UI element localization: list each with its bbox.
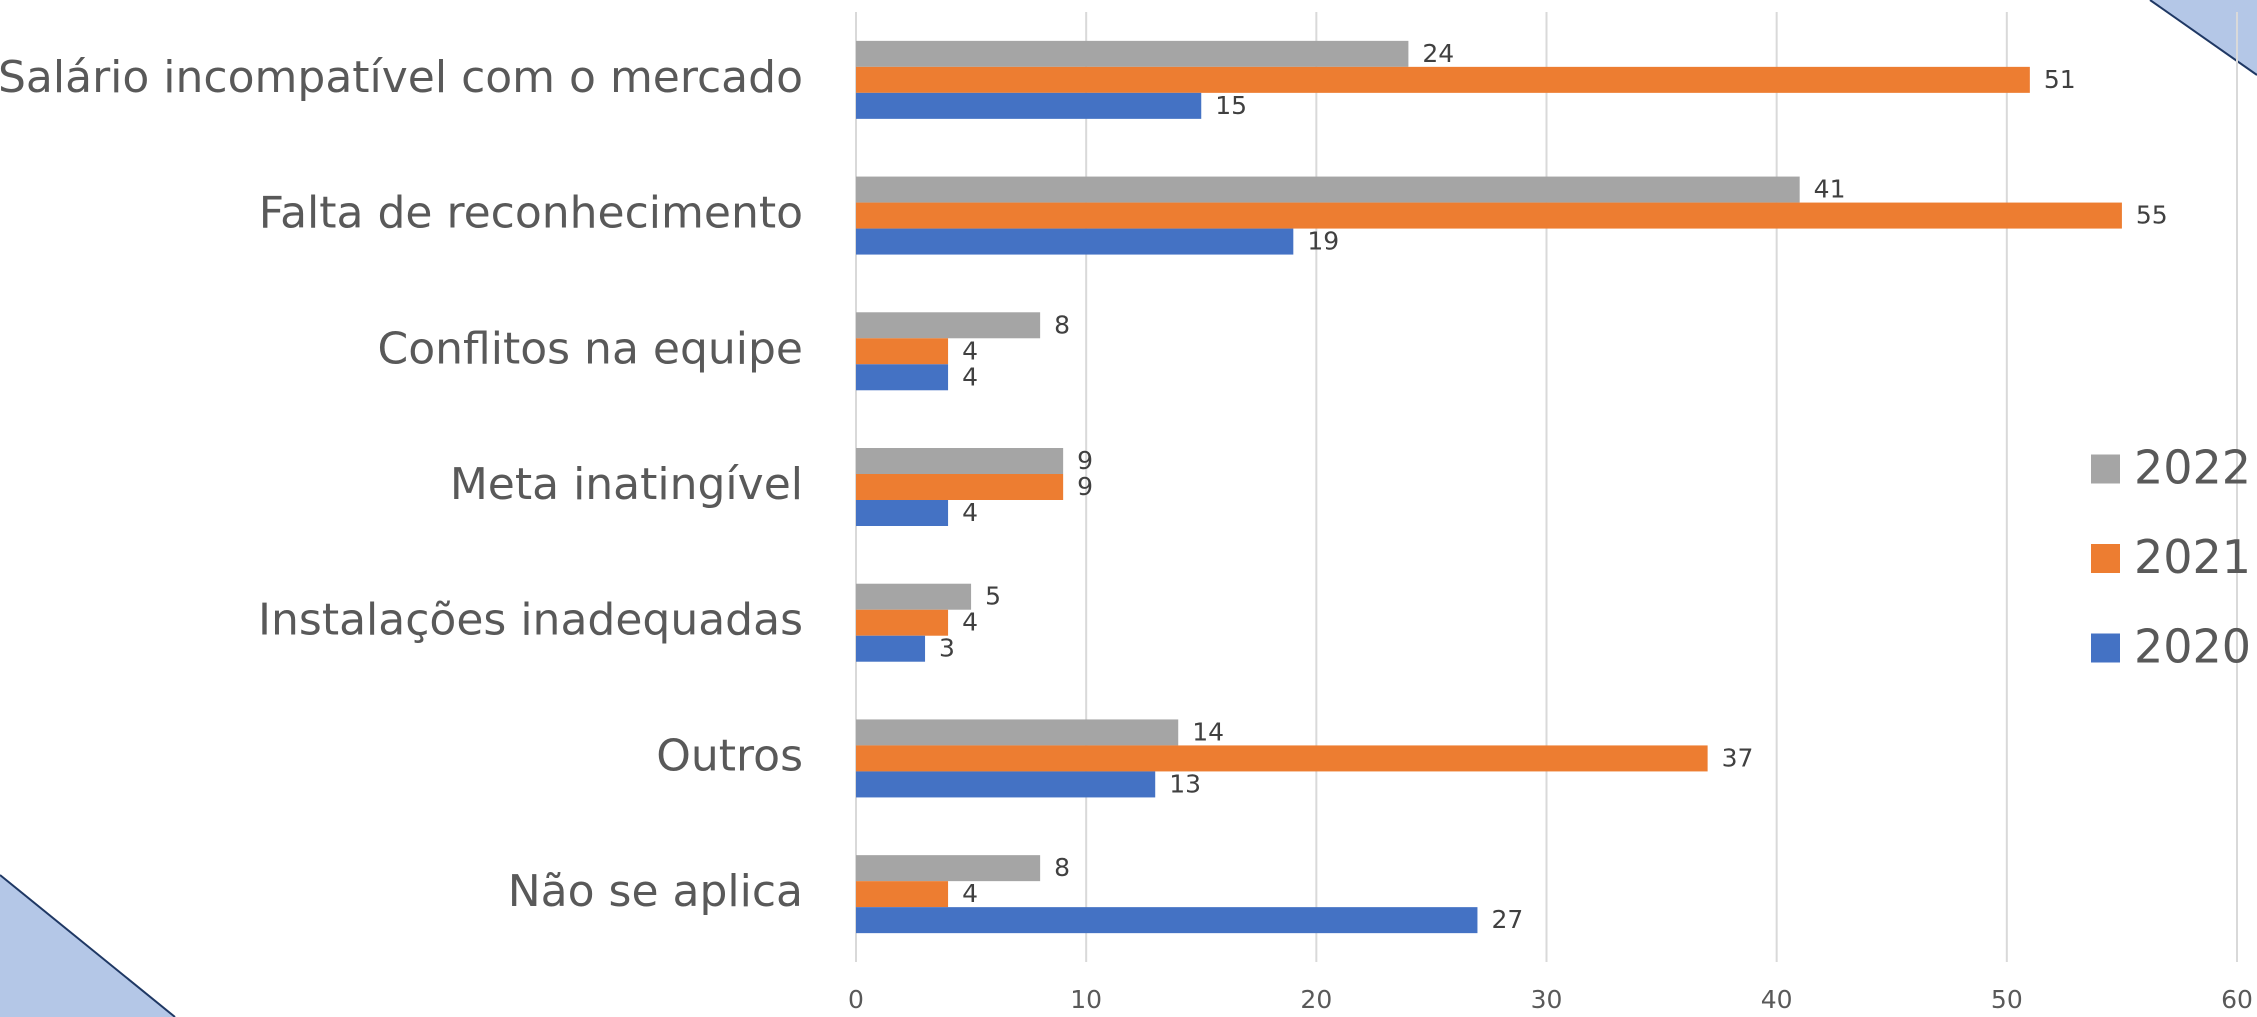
- x-tick-label: 0: [848, 985, 864, 1014]
- x-tick-label: 60: [2221, 985, 2253, 1014]
- bar: [856, 338, 949, 365]
- data-label: 14: [1192, 717, 1224, 746]
- category-label: Instalações inadequadas: [258, 595, 803, 646]
- bar: [856, 448, 1064, 474]
- bar: [856, 719, 1179, 746]
- x-tick-label: 10: [1070, 985, 1102, 1014]
- category-label: Não se aplica: [508, 866, 803, 917]
- data-label: 9: [1077, 472, 1093, 501]
- x-tick-label: 20: [1300, 985, 1332, 1014]
- data-label: 41: [1814, 175, 1846, 204]
- legend-label: 2021: [2134, 530, 2251, 584]
- category-label: Outros: [656, 730, 803, 781]
- data-label: 24: [1422, 39, 1454, 68]
- data-label: 4: [962, 362, 978, 391]
- bar: [856, 500, 949, 526]
- category-label: Conflitos na equipe: [378, 323, 804, 374]
- category-label: Meta inatingível: [450, 459, 803, 510]
- data-label: 37: [1722, 743, 1754, 772]
- legend-swatch: [2091, 454, 2120, 484]
- data-label: 19: [1307, 227, 1339, 256]
- corner-edge: [0, 874, 176, 1017]
- bar: [856, 881, 949, 908]
- data-label: 9: [1077, 446, 1093, 475]
- bar: [856, 474, 1064, 500]
- bar: [856, 583, 972, 610]
- legend-label: 2020: [2134, 620, 2251, 674]
- data-label: 4: [962, 879, 978, 908]
- bar: [856, 771, 1156, 798]
- data-label: 51: [2044, 65, 2076, 94]
- legend-swatch: [2091, 633, 2120, 663]
- legend-swatch: [2091, 544, 2120, 573]
- x-tick-label: 30: [1531, 985, 1563, 1014]
- data-label: 27: [1491, 905, 1523, 934]
- data-label: 3: [939, 634, 955, 663]
- category-label: Salário incompatível com o mercado: [0, 52, 803, 103]
- bar: [856, 228, 1294, 255]
- data-label: 4: [962, 336, 978, 365]
- bar: [856, 176, 1800, 203]
- bar: [856, 907, 1478, 934]
- data-label: 4: [962, 498, 978, 527]
- x-tick-label: 40: [1761, 985, 1793, 1014]
- bar: [856, 92, 1202, 119]
- x-tick-label: 50: [1991, 985, 2023, 1014]
- bar: [856, 855, 1041, 882]
- bar: [856, 745, 1708, 772]
- data-label: 55: [2136, 201, 2168, 230]
- bar: [856, 202, 2122, 229]
- bar: [856, 40, 1409, 67]
- bar: [856, 312, 1041, 339]
- data-label: 5: [985, 582, 1001, 611]
- data-label: 8: [1054, 310, 1070, 339]
- category-label: Falta de reconhecimento: [259, 188, 803, 239]
- data-label: 8: [1054, 853, 1070, 882]
- bar: [856, 66, 2030, 93]
- bar: [856, 635, 926, 662]
- corner-edge: [2149, 0, 2257, 76]
- legend-label: 2022: [2134, 441, 2251, 495]
- bar: [856, 609, 949, 636]
- data-label: 4: [962, 608, 978, 637]
- bar: [856, 364, 949, 391]
- data-label: 15: [1215, 91, 1247, 120]
- data-label: 13: [1169, 769, 1201, 798]
